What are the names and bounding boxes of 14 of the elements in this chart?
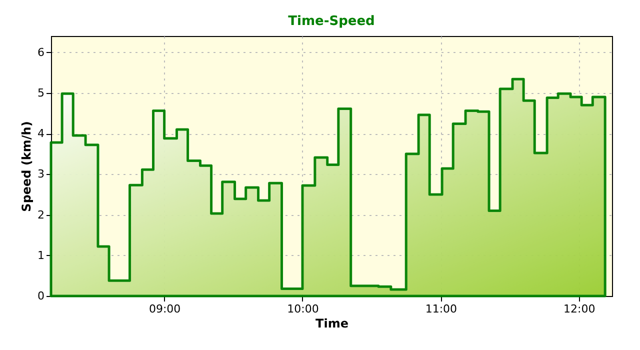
x-tick-label: 11:00 (425, 302, 458, 316)
y-axis-title: Speed (km/h) (20, 121, 34, 212)
y-tick-label: 1 (38, 248, 44, 262)
y-tick-label: 0 (38, 290, 44, 302)
y-tick-label: 5 (38, 86, 44, 100)
chart-title: Time-Speed (288, 14, 375, 29)
x-tick-label: 09:00 (148, 302, 181, 316)
y-tick-label: 3 (38, 168, 44, 181)
x-axis-title: Time (316, 316, 348, 330)
y-tick-label: 2 (38, 208, 44, 222)
x-tick-label: 10:00 (287, 302, 319, 316)
x-tick-label: 12:00 (563, 302, 596, 316)
y-tick-label: 4 (38, 127, 44, 140)
y-tick-label: 6 (38, 46, 44, 59)
